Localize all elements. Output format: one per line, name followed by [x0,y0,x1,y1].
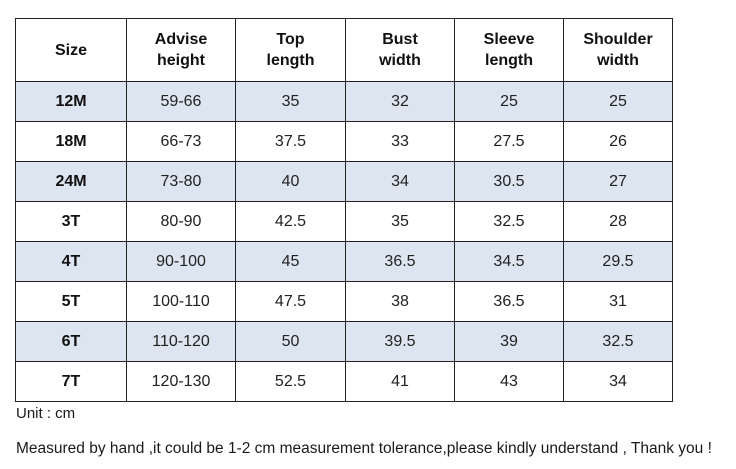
header-advise-height: Advise height [126,18,236,82]
top-length-cell: 50 [235,321,346,362]
bust-width-cell: 39.5 [345,321,455,362]
shoulder-width-cell: 26 [563,121,673,162]
shoulder-width-cell: 28 [563,201,673,242]
advise-height-cell: 90-100 [126,241,236,282]
top-length-cell: 40 [235,161,346,202]
table-row: 4T 90-100 45 36.5 34.5 29.5 [15,241,673,282]
header-top-length: Top length [235,18,346,82]
table-row: 18M 66-73 37.5 33 27.5 26 [15,121,673,162]
advise-height-cell: 120-130 [126,361,236,402]
header-shoulder-width: Shoulder width [563,18,673,82]
sleeve-length-cell: 27.5 [454,121,564,162]
advise-height-cell: 100-110 [126,281,236,322]
bust-width-cell: 36.5 [345,241,455,282]
size-cell: 18M [15,121,127,162]
header-size: Size [15,18,127,82]
sleeve-length-cell: 43 [454,361,564,402]
sleeve-length-cell: 36.5 [454,281,564,322]
size-cell: 5T [15,281,127,322]
shoulder-width-cell: 29.5 [563,241,673,282]
bust-width-cell: 34 [345,161,455,202]
top-length-cell: 52.5 [235,361,346,402]
size-chart-table: Size Advise height Top length Bust width… [15,18,673,402]
top-length-cell: 37.5 [235,121,346,162]
size-cell: 3T [15,201,127,242]
advise-height-cell: 66-73 [126,121,236,162]
table-row: 7T 120-130 52.5 41 43 34 [15,361,673,402]
bust-width-cell: 38 [345,281,455,322]
shoulder-width-cell: 32.5 [563,321,673,362]
shoulder-width-cell: 27 [563,161,673,202]
table-row: 12M 59-66 35 32 25 25 [15,81,673,122]
top-length-cell: 47.5 [235,281,346,322]
header-bust-width: Bust width [345,18,455,82]
bust-width-cell: 41 [345,361,455,402]
bust-width-cell: 33 [345,121,455,162]
measurement-tolerance-note: Measured by hand ,it could be 1-2 cm mea… [16,440,712,457]
top-length-cell: 42.5 [235,201,346,242]
header-sleeve-length: Sleeve length [454,18,564,82]
advise-height-cell: 59-66 [126,81,236,122]
sleeve-length-cell: 30.5 [454,161,564,202]
size-cell: 7T [15,361,127,402]
size-cell: 6T [15,321,127,362]
table-row: 6T 110-120 50 39.5 39 32.5 [15,321,673,362]
table-row: 24M 73-80 40 34 30.5 27 [15,161,673,202]
sleeve-length-cell: 39 [454,321,564,362]
table-row: 3T 80-90 42.5 35 32.5 28 [15,201,673,242]
advise-height-cell: 80-90 [126,201,236,242]
size-cell: 24M [15,161,127,202]
table-header-row: Size Advise height Top length Bust width… [15,18,673,82]
top-length-cell: 35 [235,81,346,122]
sleeve-length-cell: 32.5 [454,201,564,242]
advise-height-cell: 110-120 [126,321,236,362]
top-length-cell: 45 [235,241,346,282]
sleeve-length-cell: 25 [454,81,564,122]
bust-width-cell: 32 [345,81,455,122]
shoulder-width-cell: 34 [563,361,673,402]
shoulder-width-cell: 25 [563,81,673,122]
table-row: 5T 100-110 47.5 38 36.5 31 [15,281,673,322]
sleeve-length-cell: 34.5 [454,241,564,282]
size-cell: 4T [15,241,127,282]
bust-width-cell: 35 [345,201,455,242]
unit-note: Unit : cm [16,405,76,422]
shoulder-width-cell: 31 [563,281,673,322]
size-cell: 12M [15,81,127,122]
advise-height-cell: 73-80 [126,161,236,202]
